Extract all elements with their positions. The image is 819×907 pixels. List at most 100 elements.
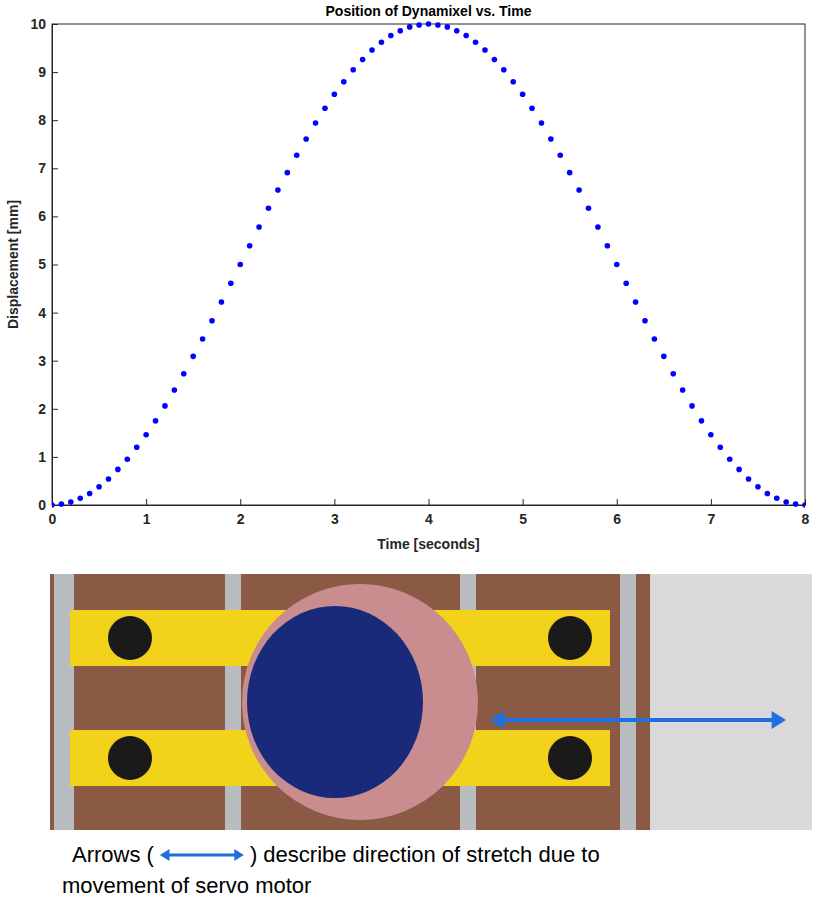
data-point (143, 432, 149, 438)
data-point (219, 299, 225, 305)
caption-text: movement of servo motor (62, 873, 311, 898)
y-tick-label: 0 (38, 497, 46, 513)
x-axis-line (53, 499, 806, 506)
data-point (153, 418, 159, 424)
y-tick: 8 (38, 112, 58, 128)
data-point (736, 467, 742, 473)
data-point (454, 28, 460, 34)
x-tick-label: 3 (331, 511, 339, 527)
data-point (266, 205, 272, 211)
data-point (642, 318, 648, 324)
x-axis-title: Time [seconds] (377, 536, 479, 552)
data-point (708, 432, 714, 438)
data-point (332, 91, 338, 97)
photo-rail (620, 574, 636, 830)
x-tick: 1 (143, 499, 151, 527)
data-point (256, 224, 262, 230)
data-point (548, 136, 554, 142)
caption-arrow-shaft (166, 854, 238, 857)
x-tick-mark (523, 499, 524, 505)
data-point (172, 387, 178, 393)
data-point (275, 187, 281, 193)
data-point (369, 47, 375, 53)
data-point (755, 484, 761, 490)
data-point (115, 467, 121, 473)
x-tick-mark (711, 499, 712, 505)
data-point (501, 67, 507, 73)
y-tick-mark (52, 457, 58, 458)
data-point (633, 299, 639, 305)
data-point (623, 280, 629, 286)
y-axis-line (53, 25, 59, 506)
data-points (52, 21, 805, 508)
y-tick-mark (52, 120, 58, 121)
data-point (162, 403, 168, 409)
data-point (285, 170, 291, 176)
y-tick-label: 3 (38, 353, 46, 369)
y-tick-label: 8 (38, 112, 46, 128)
data-point (294, 153, 300, 159)
x-tick: 4 (425, 499, 433, 527)
x-tick-mark (240, 499, 241, 505)
x-tick-mark (805, 499, 806, 505)
data-point (237, 262, 243, 268)
data-point (614, 262, 620, 268)
data-point (793, 501, 799, 507)
data-point (689, 403, 695, 409)
data-point (567, 170, 573, 176)
data-point (783, 499, 789, 505)
data-point (426, 21, 432, 27)
data-point (492, 57, 498, 63)
data-point (388, 33, 394, 39)
data-point (435, 22, 441, 28)
y-tick-mark (52, 265, 58, 266)
caption-text: ) describe direction of stretch due to (250, 842, 600, 867)
y-tick: 1 (38, 449, 58, 465)
data-point (473, 39, 479, 45)
photo-motor (650, 574, 812, 830)
y-tick: 3 (38, 353, 58, 369)
x-tick-label: 6 (613, 511, 621, 527)
data-point (87, 491, 93, 497)
data-point (510, 79, 516, 85)
y-tick-label: 1 (38, 449, 46, 465)
stretch-arrow-head (490, 711, 504, 729)
data-point (802, 502, 805, 508)
y-tick-label: 6 (38, 208, 46, 224)
data-point (181, 371, 187, 377)
x-tick-label: 0 (49, 511, 57, 527)
x-tick: 8 (802, 499, 810, 527)
caption-arrow-head (234, 849, 244, 861)
y-tick: 9 (38, 64, 58, 80)
data-point (680, 387, 686, 393)
y-tick-mark (52, 216, 58, 217)
y-tick-mark (52, 168, 58, 169)
data-point (661, 354, 667, 360)
data-point (595, 224, 601, 230)
x-tick-label: 4 (425, 511, 433, 527)
y-tick-label: 9 (38, 64, 46, 80)
photo-knob (108, 616, 152, 660)
data-point (520, 91, 526, 97)
y-tick: 10 (30, 16, 58, 32)
data-point (445, 24, 451, 30)
data-point (652, 336, 658, 342)
x-tick: 5 (519, 499, 527, 527)
x-tick: 6 (613, 499, 621, 527)
photo-knob (548, 616, 592, 660)
data-point (416, 22, 422, 28)
stretch-arrow-shaft (499, 718, 777, 722)
data-point (605, 243, 611, 249)
x-axis: 012345678 (49, 499, 810, 527)
data-point (529, 105, 535, 111)
data-point (482, 47, 488, 53)
x-tick-mark (334, 499, 335, 505)
y-tick: 2 (38, 401, 58, 417)
data-point (106, 476, 112, 482)
data-point (746, 476, 752, 482)
data-point (717, 444, 723, 450)
photo-tissue (242, 584, 478, 820)
caption-text: Arrows ( (72, 842, 155, 867)
photo (50, 574, 812, 830)
chart-title: Position of Dynamixel vs. Time (326, 3, 532, 19)
